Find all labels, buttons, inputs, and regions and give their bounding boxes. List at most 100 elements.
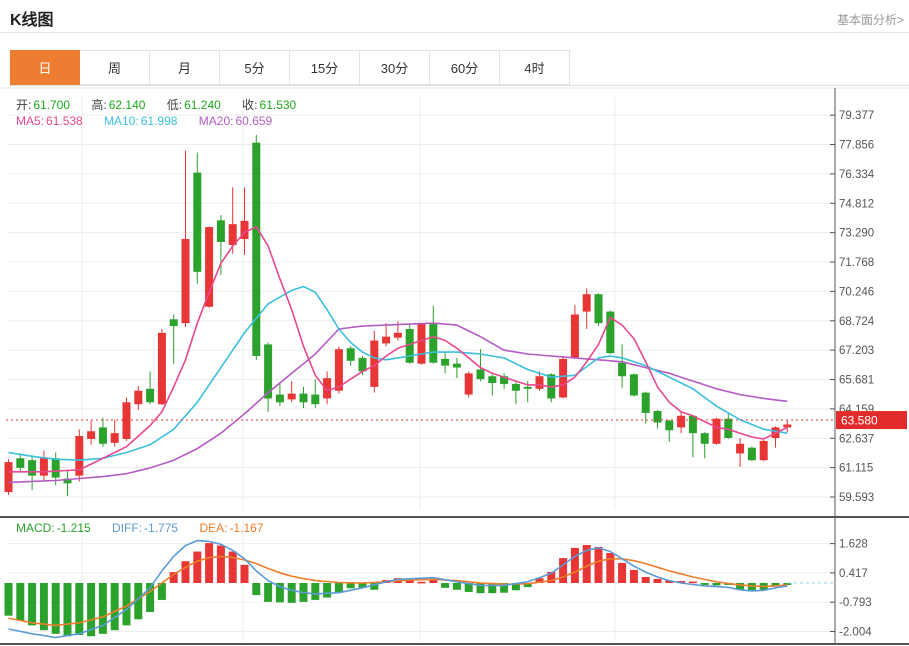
macd-hist-bar [441,583,450,588]
macd-hist-bar [193,551,202,583]
macd-hist-bar [523,583,532,588]
ma5-label: MA5: [16,114,45,128]
macd-hist-bar [205,543,214,583]
candle-body [334,349,343,391]
candle-body [205,227,214,307]
diff-value: -1.775 [144,521,179,535]
candle-body [134,390,143,405]
candle-body [63,478,72,484]
candle-body [559,358,568,398]
candle-body [429,324,438,363]
candle-body [488,376,497,383]
candle-body [594,294,603,324]
candle-body [346,348,355,361]
macd-hist-bar [677,581,686,583]
macd-hist-bar [559,558,568,583]
axis-tick-label: 76.334 [839,169,875,181]
tab-4时[interactable]: 4时 [500,50,570,85]
candle-body [39,457,48,476]
macd-hist-bar [405,579,414,583]
current-price-badge [836,411,907,430]
tab-月[interactable]: 月 [150,50,220,85]
candle-body [28,460,37,476]
macd-hist-bar [28,583,37,626]
macd-hist-bar [783,583,792,585]
candle-body [87,431,96,439]
dea-label: DEA: [199,521,228,535]
close-value: 61.530 [259,98,297,112]
macd-hist-bar [618,562,627,583]
axis-tick-label: 74.812 [839,198,874,210]
candle-body [783,424,792,428]
macd-hist-bar [452,583,461,590]
macd-hist-bar [547,571,556,583]
macd-hist-bar [122,583,131,626]
macd-hist-bar [16,583,25,621]
axis-tick-label: 59.593 [839,492,874,504]
page-title: K线图 [10,12,54,29]
macd-hist-bar [736,583,745,590]
axis-tick-label: -0.793 [839,597,872,609]
macd-hist-bar [464,583,473,592]
axis-tick-label: 73.290 [839,228,874,240]
axis-tick-label: 61.115 [839,463,873,475]
macd-hist-bar [51,583,60,634]
axis-tick-label: 65.681 [839,375,874,387]
fundamental-analysis-link[interactable]: 基本面分析> [836,13,904,27]
macd-hist-bar [87,583,96,637]
ma10-line [8,285,788,462]
tab-15分[interactable]: 15分 [290,50,360,85]
macd-hist-bar [346,583,355,589]
axis-tick-label: 0.417 [839,568,868,580]
macd-hist-bar [535,578,544,583]
candle-body [582,294,591,312]
axis-tick-label: 70.246 [839,286,874,298]
axis-tick-label: 79.377 [839,110,874,122]
macd-hist-bar [606,552,615,583]
candle-body [606,311,615,354]
candle-body [441,358,450,366]
macd-hist-bar [275,583,284,603]
macd-hist-bar [476,583,485,594]
candle-body [452,363,461,368]
ma20-line [8,322,788,484]
macd-hist-bar [63,583,72,637]
high-label: 高: [91,98,107,112]
tab-60分[interactable]: 60分 [430,50,500,85]
candle-body [759,440,768,461]
macd-hist-bar [4,583,13,616]
candle-body [370,340,379,387]
open-value: 61.700 [33,98,71,112]
macd-hist-bar [629,569,638,583]
candle-body [287,393,296,400]
macd-value: -1.215 [56,521,91,535]
dea-value: -1.167 [229,521,264,535]
candle-body [523,386,532,389]
macd-hist-bar [287,583,296,603]
candle-body [122,402,131,439]
macd-hist-bar [712,583,721,586]
candle-body [228,224,237,245]
macd-hist-bar [488,583,497,594]
candle-body [653,410,662,423]
candle-body [193,172,202,272]
macd-hist-bar [323,583,332,598]
macd-hist-bar [216,545,225,583]
macd-hist-bar [252,583,261,596]
tab-周[interactable]: 周 [80,50,150,85]
candle-body [146,388,155,403]
macd-hist-bar [334,583,343,593]
ma20-value: 60.659 [235,114,273,128]
macd-hist-bar [641,576,650,583]
candle-body [464,373,473,395]
macd-hist-bar [429,578,438,583]
candle-body [712,418,721,444]
tab-30分[interactable]: 30分 [360,50,430,85]
tab-日[interactable]: 日 [10,50,80,85]
tab-5分[interactable]: 5分 [220,50,290,85]
candle-body [736,443,745,454]
candle-body [264,344,273,399]
macd-hist-bar [134,583,143,620]
